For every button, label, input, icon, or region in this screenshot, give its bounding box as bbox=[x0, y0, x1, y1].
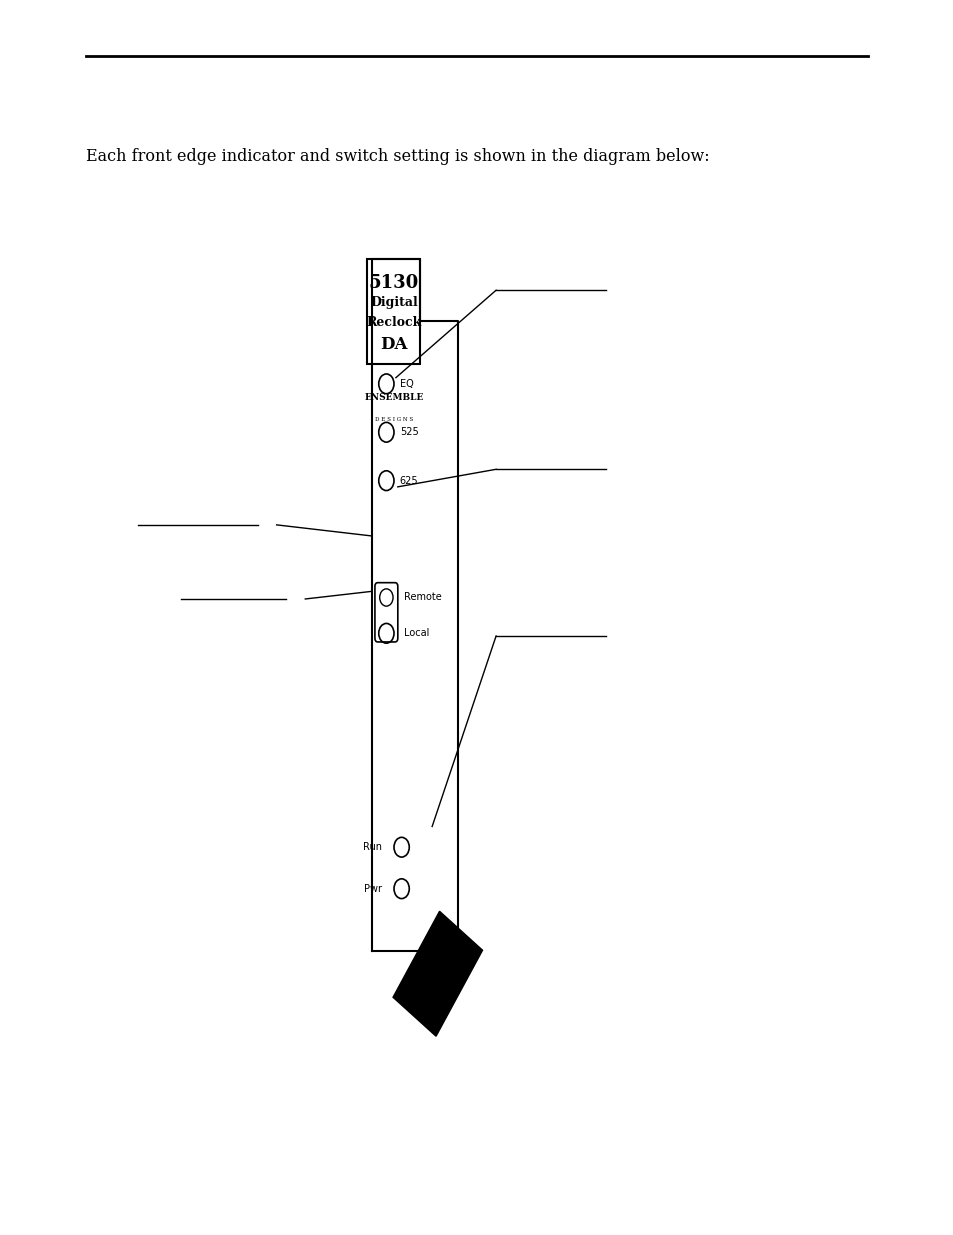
Text: EQ: EQ bbox=[399, 379, 413, 389]
Text: Each front edge indicator and switch setting is shown in the diagram below:: Each front edge indicator and switch set… bbox=[86, 148, 709, 165]
Text: DA: DA bbox=[380, 336, 407, 353]
Text: Local: Local bbox=[403, 629, 429, 638]
Text: ENSEMBLE: ENSEMBLE bbox=[364, 393, 423, 403]
Bar bbox=[367, 259, 419, 364]
Text: D E S I G N S: D E S I G N S bbox=[375, 417, 413, 422]
Text: 625: 625 bbox=[399, 475, 418, 485]
Text: Remote: Remote bbox=[403, 593, 441, 603]
Text: Run: Run bbox=[362, 842, 381, 852]
Text: 5130: 5130 bbox=[369, 274, 418, 293]
Bar bbox=[393, 911, 482, 1036]
Text: Reclock: Reclock bbox=[366, 316, 421, 330]
Text: Digital: Digital bbox=[370, 296, 417, 310]
Text: 525: 525 bbox=[399, 427, 418, 437]
Text: Pwr: Pwr bbox=[363, 884, 381, 894]
